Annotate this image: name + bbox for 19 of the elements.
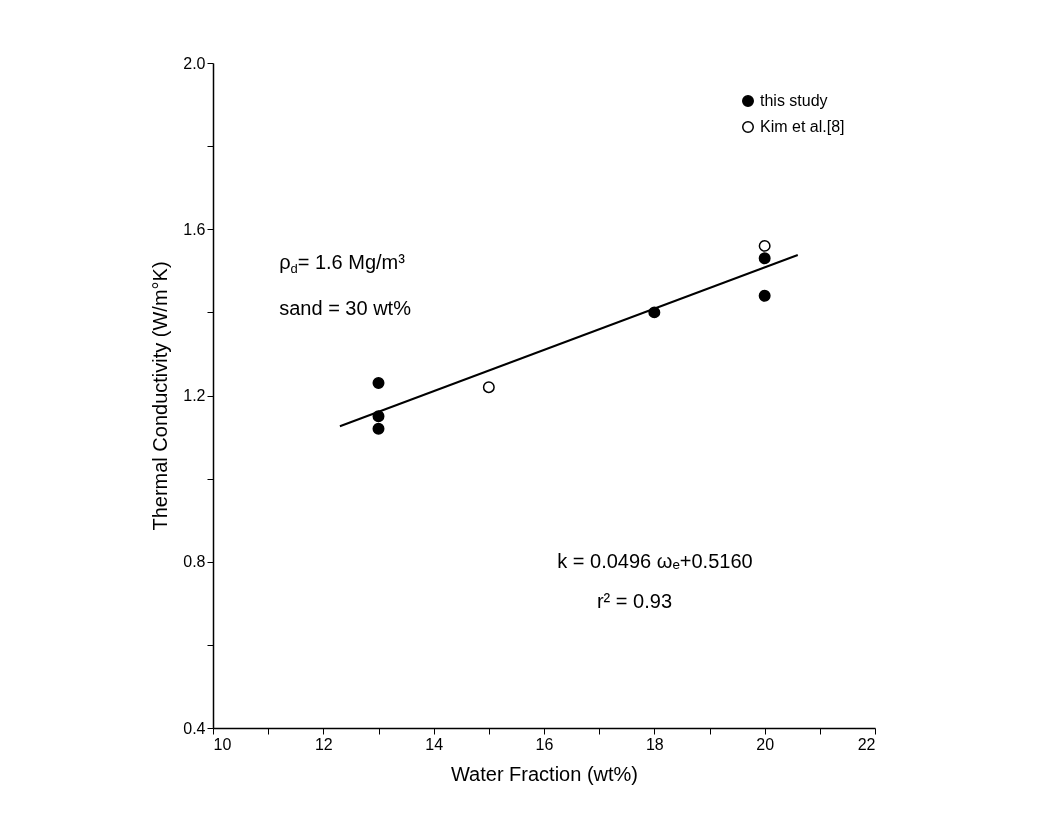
annotation: k = 0.0496 ωₑ+0.5160 <box>557 549 753 572</box>
x-tick-label: 10 <box>213 735 232 753</box>
x-tick-label: 14 <box>425 735 444 753</box>
x-tick-label: 16 <box>535 735 554 753</box>
annotation: r² = 0.93 <box>596 589 673 612</box>
y-tick-label: 1.6 <box>183 220 206 238</box>
x-tick-label: 18 <box>645 735 664 753</box>
x-tick-label: 20 <box>756 735 775 753</box>
x-tick-label: 12 <box>314 735 333 753</box>
legend-label: Kim et al.[8] <box>760 118 845 135</box>
y-tick-label: 1.2 <box>183 387 206 404</box>
y-axis-title: Thermal Conductivity (W/m°K) <box>149 261 172 531</box>
x-tick-label: 22 <box>857 735 876 753</box>
legend-label: this study <box>760 92 828 109</box>
annotation: sand = 30 wt% <box>279 297 412 320</box>
y-tick-label: 2.0 <box>183 54 206 72</box>
y-tick-label: 0.8 <box>183 553 206 571</box>
x-axis-title: Water Fraction (wt%) <box>450 762 639 785</box>
y-tick-label: 0.4 <box>183 719 206 737</box>
